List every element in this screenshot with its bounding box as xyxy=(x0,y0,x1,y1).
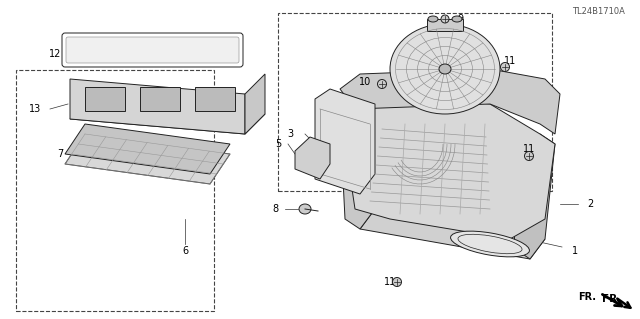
Text: 11: 11 xyxy=(504,56,516,66)
Ellipse shape xyxy=(378,79,387,88)
Text: 1: 1 xyxy=(572,246,578,256)
Polygon shape xyxy=(340,94,555,239)
Polygon shape xyxy=(295,137,330,179)
Bar xyxy=(195,87,235,111)
Ellipse shape xyxy=(428,16,438,22)
Polygon shape xyxy=(427,19,463,31)
Text: FR.: FR. xyxy=(578,292,596,302)
Text: TL24B1710A: TL24B1710A xyxy=(572,6,625,16)
Ellipse shape xyxy=(299,204,311,214)
Ellipse shape xyxy=(525,152,534,160)
Text: 2: 2 xyxy=(587,199,593,209)
Text: 11: 11 xyxy=(384,277,396,287)
Text: 9: 9 xyxy=(457,14,463,24)
Bar xyxy=(140,87,180,111)
Text: 6: 6 xyxy=(182,246,188,256)
Polygon shape xyxy=(70,99,265,134)
Ellipse shape xyxy=(451,231,529,257)
Text: 10: 10 xyxy=(359,77,371,87)
Text: 4: 4 xyxy=(412,59,418,69)
Text: 8: 8 xyxy=(272,204,278,214)
Polygon shape xyxy=(340,69,560,134)
Ellipse shape xyxy=(392,278,401,286)
Text: 11: 11 xyxy=(523,144,535,154)
Polygon shape xyxy=(65,134,230,184)
Polygon shape xyxy=(245,74,265,134)
FancyBboxPatch shape xyxy=(66,37,239,63)
Ellipse shape xyxy=(441,15,449,23)
Polygon shape xyxy=(65,124,230,174)
Polygon shape xyxy=(360,209,545,259)
Bar xyxy=(85,87,125,111)
Bar xyxy=(16,70,214,311)
Text: 13: 13 xyxy=(29,104,41,114)
Ellipse shape xyxy=(500,63,509,71)
Text: 7: 7 xyxy=(57,149,63,159)
Ellipse shape xyxy=(439,64,451,74)
Polygon shape xyxy=(340,99,390,229)
Polygon shape xyxy=(510,134,555,259)
Polygon shape xyxy=(315,89,375,194)
Text: 12: 12 xyxy=(49,49,61,59)
Text: FR.: FR. xyxy=(602,294,621,304)
Ellipse shape xyxy=(452,16,462,22)
Text: 3: 3 xyxy=(287,129,293,139)
Bar xyxy=(278,13,552,191)
Polygon shape xyxy=(70,79,245,134)
Text: 5: 5 xyxy=(275,139,281,149)
Ellipse shape xyxy=(390,24,500,114)
